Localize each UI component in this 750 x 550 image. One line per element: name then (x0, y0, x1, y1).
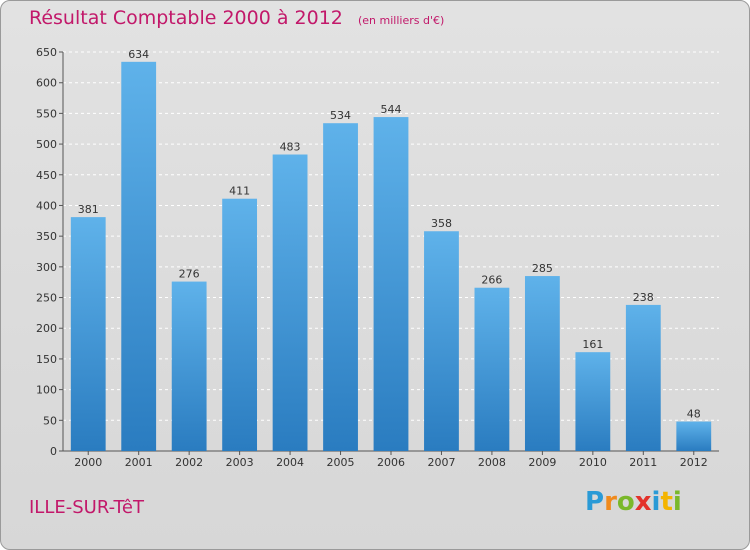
bar (424, 231, 459, 451)
value-label: 358 (431, 217, 452, 230)
logo-letter: x (634, 487, 652, 517)
value-label: 381 (78, 203, 99, 216)
y-tick-label: 50 (43, 414, 57, 427)
x-tick-label: 2007 (427, 456, 455, 469)
bar (70, 217, 106, 451)
y-tick-label: 350 (36, 230, 57, 243)
y-tick-label: 250 (36, 292, 57, 305)
value-label: 161 (582, 338, 603, 351)
bar (474, 287, 510, 451)
value-label: 276 (179, 268, 200, 281)
value-label: 48 (687, 408, 701, 421)
value-label: 411 (229, 185, 250, 198)
chart-title: Résultat Comptable 2000 à 2012 (29, 7, 343, 29)
x-tick-label: 2003 (226, 456, 254, 469)
x-tick-label: 2001 (125, 456, 153, 469)
value-label: 534 (330, 109, 351, 122)
bar (676, 421, 712, 451)
x-tick-label: 2012 (680, 456, 708, 469)
bar (323, 123, 358, 452)
bar (171, 281, 207, 451)
value-labels: 381 634 276 411 483 534 544 358 266 285 161 238 48 (78, 48, 701, 421)
bar (575, 352, 611, 451)
y-tick-label: 550 (36, 107, 57, 120)
value-label: 634 (128, 48, 149, 61)
y-tick-label: 150 (36, 353, 57, 366)
bar (272, 154, 308, 451)
y-tick-label: 400 (36, 199, 57, 212)
y-tick-label: 200 (36, 322, 57, 335)
logo-letter: i (651, 487, 661, 517)
x-tick-label: 2005 (327, 456, 355, 469)
y-tick-label: 100 (36, 384, 57, 397)
y-tick-label: 0 (50, 445, 57, 458)
bar (625, 304, 661, 451)
value-label: 483 (280, 141, 301, 154)
bars (70, 61, 712, 452)
city-name: ILLE-SUR-TêT (29, 497, 144, 518)
logo-letter: r (604, 487, 617, 517)
y-tick-label: 500 (36, 138, 57, 151)
chart-unit: (en milliers d'€) (357, 14, 445, 27)
tick-labels: 0 50 100 150 200 250 300 350 400 450 500 550 600 650 2… (36, 46, 708, 469)
x-tick-label: 2000 (74, 456, 102, 469)
bar (222, 198, 258, 451)
chart-title-row: Résultat Comptable 2000 à 2012 (en milli… (29, 7, 444, 29)
x-tick-label: 2009 (528, 456, 556, 469)
value-label: 544 (381, 103, 402, 116)
logo-letter: P (585, 487, 605, 517)
x-tick-label: 2006 (377, 456, 405, 469)
x-tick-label: 2002 (175, 456, 203, 469)
logo-letter: i (672, 487, 682, 517)
bar (373, 117, 409, 452)
bar (524, 276, 560, 451)
y-tick-label: 300 (36, 261, 57, 274)
value-label: 285 (532, 262, 553, 275)
logo-letter: o (616, 487, 635, 517)
y-tick-label: 450 (36, 169, 57, 182)
x-tick-label: 2011 (629, 456, 657, 469)
x-tick-label: 2004 (276, 456, 304, 469)
proxiti-logo: Proxiti (585, 487, 682, 517)
value-label: 266 (481, 274, 502, 287)
logo-letter: t (660, 487, 673, 517)
y-tick-label: 600 (36, 77, 57, 90)
value-label: 238 (633, 291, 654, 304)
y-tick-label: 650 (36, 46, 57, 59)
x-tick-label: 2010 (579, 456, 607, 469)
x-tick-label: 2008 (478, 456, 506, 469)
bar (121, 61, 157, 452)
